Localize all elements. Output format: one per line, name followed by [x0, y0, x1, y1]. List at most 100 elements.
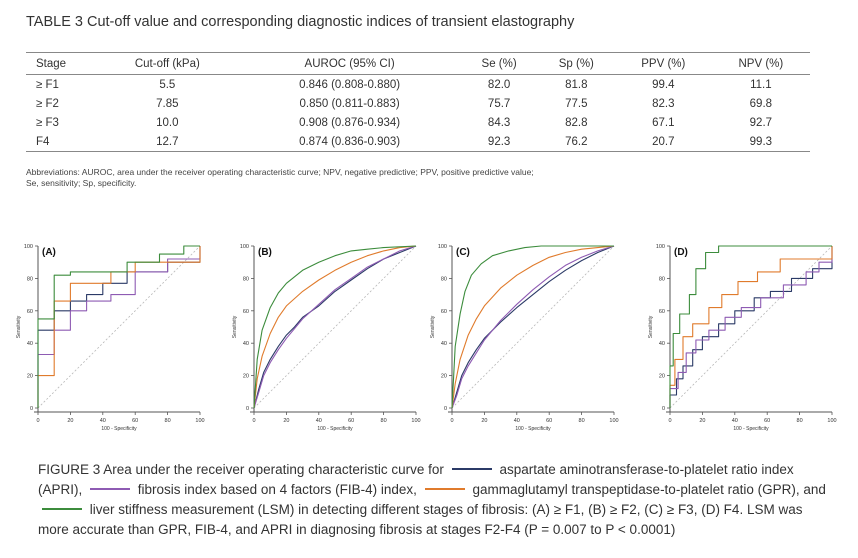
x-tick-label: 80 — [579, 418, 585, 424]
table-cell: 76.2 — [537, 132, 615, 152]
table-header-row: Stage Cut-off (kPa) AUROC (95% CI) Se (%… — [26, 52, 810, 75]
y-tick-label: 0 — [444, 406, 447, 412]
legend-gpr-label: gammaglutamyl transpeptidase-to-platelet… — [472, 482, 826, 497]
table-cell: 0.846 (0.808-0.880) — [299, 78, 401, 91]
x-tick-label: 40 — [514, 418, 520, 424]
roc-panel-b: 0 20 40 60 80 100 0 20 40 60 80 100 100 - Specificit… — [224, 236, 424, 436]
y-tick-label: 60 — [659, 309, 665, 315]
table-cell: 99.3 — [711, 132, 810, 152]
roc-curve-fib4 — [669, 246, 833, 408]
x-tick-label: 100 — [609, 418, 618, 424]
table-row: ≥ F2 7.85 0.850 (0.811-0.883) 75.7 77.5 … — [26, 94, 810, 113]
y-tick-label: 0 — [662, 406, 665, 412]
table-cell: ≥ F1 — [36, 78, 59, 91]
y-tick-label: 80 — [27, 276, 33, 282]
y-axis-title: Sensitivity — [430, 315, 436, 338]
x-tick-label: 60 — [546, 418, 552, 424]
roc-panel-a: 0 20 40 60 80 100 0 20 40 60 80 100 100 - Specificit… — [8, 236, 208, 436]
legend-apri-label: aspartate aminotransferase-to-platelet r… — [38, 462, 794, 497]
reference-diagonal — [669, 245, 833, 409]
roc-curve-apri — [37, 246, 201, 408]
x-axis-title: 100 - Specificity — [101, 426, 137, 432]
x-tick-label: 0 — [668, 418, 671, 424]
table-cell: F4 — [26, 132, 96, 152]
x-tick-label: 20 — [699, 418, 705, 424]
table-cell: 0.908 (0.876-0.934) — [299, 116, 401, 129]
table-row: ≥ F3 10.0 0.908 (0.876-0.934) 84.3 82.8 … — [26, 113, 810, 132]
y-tick-label: 20 — [659, 374, 665, 380]
table-cell: 11.1 — [750, 78, 772, 91]
column-header: Sp (%) — [537, 52, 615, 75]
x-tick-label: 80 — [381, 418, 387, 424]
figure-caption: FIGURE 3 Area under the receiver operati… — [38, 460, 828, 540]
table-cell: 99.4 — [652, 78, 675, 91]
y-tick-label: 20 — [441, 374, 447, 380]
roc-curve-lsm — [451, 245, 614, 409]
table-cell: 92.3 — [460, 132, 538, 152]
y-tick-label: 60 — [243, 309, 249, 315]
x-tick-label: 40 — [316, 418, 322, 424]
y-tick-label: 80 — [441, 276, 447, 282]
legend-lsm-label: liver stiffness measurement (LSM) in det… — [38, 502, 803, 537]
y-axis-title: Sensitivity — [16, 315, 22, 338]
roc-chart-d: 0 20 40 60 80 100 0 20 40 60 80 100 100 - Specificit… — [648, 244, 837, 432]
x-tick-label: 100 — [195, 418, 204, 424]
reference-diagonal — [37, 245, 201, 409]
roc-curve-gpr — [451, 245, 615, 409]
x-tick-label: 20 — [481, 418, 487, 424]
table-cell: 5.5 — [159, 78, 176, 91]
y-axis-title: Sensitivity — [648, 315, 654, 338]
x-axis-title: 100 - Specificity — [515, 426, 551, 432]
legend-fib4-label: fibrosis index based on 4 factors (FIB-4… — [137, 482, 417, 497]
y-tick-label: 100 — [438, 244, 447, 250]
x-tick-label: 20 — [67, 418, 73, 424]
diagnostic-indices-table: Stage Cut-off (kPa) AUROC (95% CI) Se (%… — [26, 52, 810, 152]
roc-curve-lsm — [37, 245, 200, 408]
y-tick-label: 80 — [243, 276, 249, 282]
caption-prefix: FIGURE 3 Area under the receiver operati… — [38, 462, 444, 477]
panel-label: (A) — [42, 247, 56, 258]
column-header: Stage — [26, 52, 96, 75]
table-row: ≥ F1 5.5 0.846 (0.808-0.880) 82.0 81.8 9… — [26, 75, 810, 95]
table-cell: 67.1 — [652, 116, 675, 129]
y-tick-label: 100 — [656, 244, 665, 250]
legend-lsm-swatch — [42, 508, 82, 511]
table-cell: 81.8 — [565, 78, 588, 91]
x-tick-label: 40 — [100, 418, 106, 424]
table-cell: 69.8 — [749, 97, 773, 110]
y-tick-label: 100 — [240, 244, 249, 250]
x-tick-label: 0 — [36, 418, 39, 424]
table-cell: 77.5 — [565, 97, 588, 110]
x-tick-label: 0 — [450, 418, 453, 424]
y-tick-label: 100 — [24, 244, 33, 250]
table-cell: 92.7 — [749, 116, 773, 129]
x-tick-label: 60 — [348, 418, 354, 424]
y-tick-label: 60 — [27, 309, 33, 315]
legend-apri-swatch — [451, 468, 492, 471]
roc-panel-c: 0 20 40 60 80 100 0 20 40 60 80 100 100 - Specificit… — [422, 236, 622, 436]
table-cell: 0.850 (0.811-0.883) — [299, 97, 400, 110]
x-tick-label: 0 — [252, 418, 255, 424]
table-cell: ≥ F3 — [36, 116, 59, 129]
roc-curve-fib4 — [253, 245, 417, 409]
roc-curve-apri — [451, 245, 615, 409]
table-cell: 82.0 — [487, 78, 511, 91]
column-header: NPV (%) — [711, 52, 810, 75]
roc-panel-d: 0 20 40 60 80 100 0 20 40 60 80 100 100 - Specificit… — [640, 236, 840, 436]
y-tick-label: 20 — [243, 374, 249, 380]
y-axis-title: Sensitivity — [232, 315, 238, 338]
x-tick-label: 80 — [165, 418, 171, 424]
legend-gpr-swatch — [424, 488, 465, 491]
roc-chart-a: 0 20 40 60 80 100 0 20 40 60 80 100 100 - Specificit… — [16, 244, 205, 432]
column-header: Cut-off (kPa) — [96, 52, 239, 75]
x-axis-title: 100 - Specificity — [317, 426, 353, 432]
table-cell: 7.85 — [156, 97, 179, 110]
roc-chart-c: 0 20 40 60 80 100 0 20 40 60 80 100 100 - Specificit… — [430, 244, 619, 432]
y-tick-label: 0 — [246, 406, 249, 412]
x-tick-label: 60 — [132, 418, 138, 424]
y-tick-label: 40 — [441, 341, 447, 347]
y-tick-label: 40 — [27, 341, 33, 347]
x-tick-label: 100 — [827, 418, 836, 424]
legend-fib4-swatch — [90, 488, 131, 491]
y-tick-label: 80 — [659, 276, 665, 282]
